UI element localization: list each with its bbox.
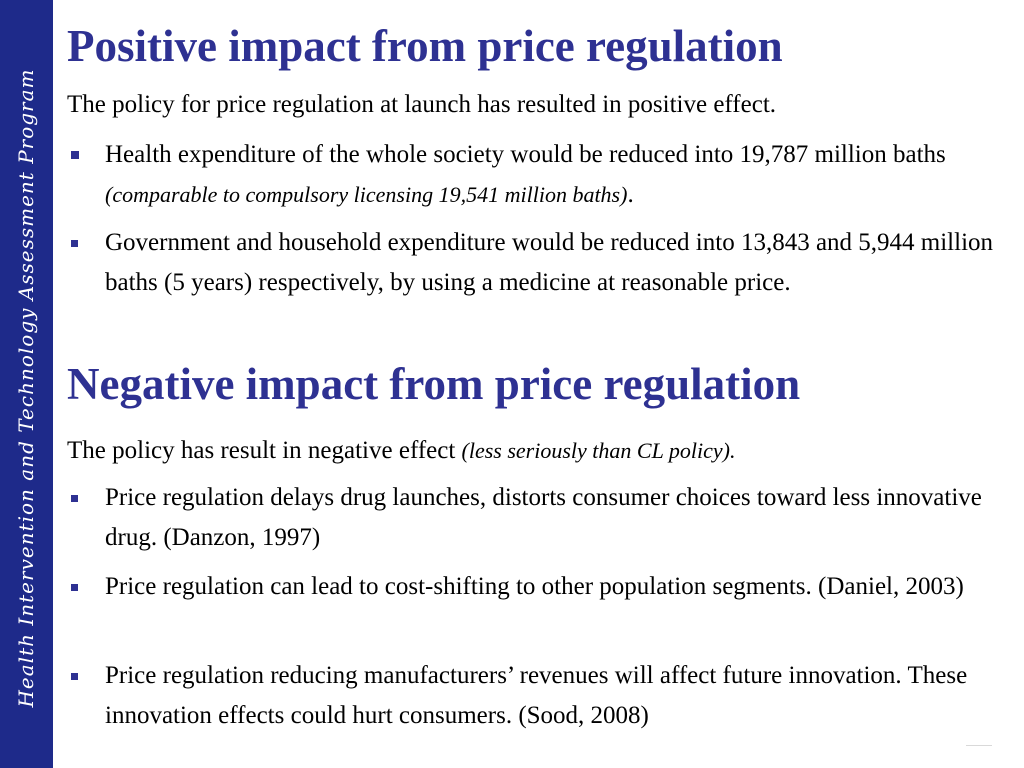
positive-bullet-1-tail: . <box>627 181 634 208</box>
negative-intro: The policy has result in negative effect… <box>67 436 736 466</box>
negative-bullet-1-text: Price regulation delays drug launches, d… <box>105 484 982 551</box>
square-bullet-icon <box>71 673 78 680</box>
negative-heading: Negative impact from price regulation <box>67 359 801 409</box>
square-bullet-icon <box>71 151 79 159</box>
negative-bullet-2-text: Price regulation can lead to cost-shifti… <box>105 573 964 600</box>
program-name: Health Intervention and Technology Asses… <box>14 68 38 708</box>
negative-bullet-2: Price regulation can lead to cost-shifti… <box>71 567 1020 607</box>
positive-intro: The policy for price regulation at launc… <box>67 91 777 118</box>
sidebar-banner: Health Intervention and Technology Asses… <box>0 0 53 768</box>
negative-intro-text: The policy has result in negative effect <box>67 437 462 464</box>
positive-bullet-1-text: Health expenditure of the whole society … <box>105 141 946 168</box>
footer-divider <box>966 745 992 746</box>
square-bullet-icon <box>71 495 78 502</box>
positive-bullet-1: Health expenditure of the whole society … <box>71 135 1020 215</box>
positive-bullet-1-note: (comparable to compulsory licensing 19,5… <box>105 182 628 207</box>
negative-bullet-1: Price regulation delays drug launches, d… <box>71 478 1020 558</box>
positive-heading: Positive impact from price regulation <box>67 21 783 71</box>
positive-bullet-2: Government and household expenditure wou… <box>71 223 1020 303</box>
positive-bullet-2-text: Government and household expenditure wou… <box>105 229 994 296</box>
square-bullet-icon <box>71 584 78 591</box>
negative-bullet-3-text: Price regulation reducing manufacturers’… <box>105 662 968 729</box>
negative-bullet-3: Price regulation reducing manufacturers’… <box>71 656 1020 736</box>
negative-intro-note: (less seriously than CL policy). <box>461 438 736 463</box>
square-bullet-icon <box>71 240 78 247</box>
